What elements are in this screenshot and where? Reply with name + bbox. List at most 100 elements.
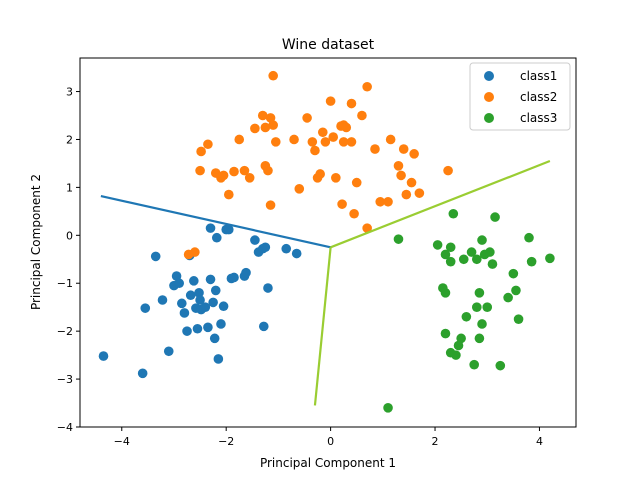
data-point-class2: [414, 188, 425, 198]
data-point-class3: [456, 333, 466, 344]
data-point-class1: [137, 368, 148, 379]
data-point-class3: [474, 333, 485, 344]
data-point-class3: [482, 302, 493, 312]
data-point-class3: [495, 360, 506, 371]
data-point-class1: [200, 302, 211, 312]
data-point-class3: [469, 359, 479, 370]
legend-label-class3: class3: [520, 111, 557, 125]
x-tick-label: −4: [114, 435, 130, 448]
data-point-class3: [432, 240, 443, 250]
chart-title: Wine dataset: [282, 37, 375, 53]
data-point-class2: [310, 145, 320, 156]
data-point-class1: [205, 223, 216, 233]
data-point-class2: [393, 161, 404, 171]
data-point-class2: [443, 165, 453, 176]
data-point-class1: [211, 232, 222, 243]
data-point-class2: [325, 96, 336, 106]
data-point-class2: [375, 196, 386, 207]
data-point-class2: [239, 165, 250, 176]
data-point-class1: [205, 274, 216, 285]
data-point-class1: [192, 323, 203, 334]
data-point-class3: [472, 254, 482, 265]
data-point-class3: [383, 403, 393, 413]
data-point-class3: [448, 208, 459, 219]
data-point-class3: [445, 242, 456, 253]
data-point-class1: [208, 297, 218, 308]
data-point-class2: [190, 247, 200, 257]
series-class2: [183, 70, 453, 260]
data-point-class2: [270, 137, 281, 147]
data-point-class1: [263, 283, 273, 293]
data-point-class3: [477, 319, 487, 329]
data-point-class1: [195, 295, 205, 305]
data-point-class2: [218, 170, 229, 181]
data-point-class1: [218, 301, 229, 312]
x-tick-label: −2: [218, 435, 234, 448]
x-tick-label: 0: [327, 435, 334, 448]
data-point-class3: [487, 259, 498, 269]
data-point-class3: [445, 256, 456, 267]
data-point-class2: [383, 196, 393, 207]
boundary-2-line: [330, 160, 551, 249]
data-point-class2: [396, 170, 406, 181]
y-tick-label: 0: [66, 229, 73, 242]
data-point-class1: [163, 346, 174, 357]
x-axis-label: Principal Component 1: [260, 456, 396, 470]
data-point-class1: [250, 235, 260, 245]
data-point-class1: [179, 308, 190, 318]
data-point-class2: [320, 137, 331, 147]
data-point-class1: [241, 267, 251, 278]
data-point-class1: [174, 278, 184, 289]
data-point-class2: [341, 122, 352, 133]
data-point-class2: [224, 189, 234, 200]
data-point-class2: [351, 177, 362, 188]
data-point-class3: [472, 302, 482, 312]
data-point-class1: [150, 251, 161, 262]
data-point-class3: [477, 235, 487, 245]
data-point-class1: [229, 272, 239, 283]
x-tick-label: 4: [536, 435, 543, 448]
data-point-class2: [196, 146, 206, 157]
data-point-class2: [260, 122, 271, 133]
data-point-class1: [140, 303, 151, 313]
series-class1: [98, 223, 302, 379]
data-point-class2: [317, 127, 328, 138]
plot-area: [98, 70, 555, 413]
data-point-class2: [315, 169, 325, 179]
data-point-class1: [258, 321, 269, 332]
data-point-class1: [291, 248, 302, 259]
data-point-class2: [307, 137, 318, 147]
y-tick-label: 1: [66, 181, 73, 194]
data-point-class3: [440, 328, 451, 339]
data-point-class2: [250, 123, 260, 134]
data-point-class2: [229, 166, 239, 177]
data-point-class3: [440, 288, 451, 298]
series-class3: [383, 208, 555, 413]
data-point-class2: [328, 132, 339, 142]
data-point-class3: [393, 234, 404, 244]
data-point-class1: [203, 322, 213, 333]
data-point-class1: [182, 326, 192, 336]
data-point-class1: [209, 333, 220, 344]
data-point-class3: [508, 268, 519, 279]
data-point-class1: [210, 285, 221, 296]
data-point-class2: [268, 70, 278, 81]
y-axis-label: Principal Component 2: [29, 174, 43, 310]
data-point-class1: [213, 354, 224, 364]
data-point-class1: [98, 351, 109, 361]
data-point-class2: [362, 81, 372, 92]
data-point-class2: [302, 113, 312, 123]
y-tick-label: −3: [57, 373, 73, 386]
data-point-class1: [260, 242, 271, 253]
data-point-class3: [440, 249, 451, 260]
data-point-class2: [362, 223, 372, 233]
data-point-class3: [524, 232, 534, 243]
data-point-class2: [346, 137, 357, 147]
data-point-class1: [194, 288, 204, 298]
data-point-class2: [268, 120, 278, 130]
legend-box: [469, 62, 571, 131]
data-point-class2: [203, 139, 213, 150]
data-point-class1: [185, 290, 196, 301]
data-point-class2: [337, 199, 347, 209]
data-point-class2: [257, 110, 268, 121]
